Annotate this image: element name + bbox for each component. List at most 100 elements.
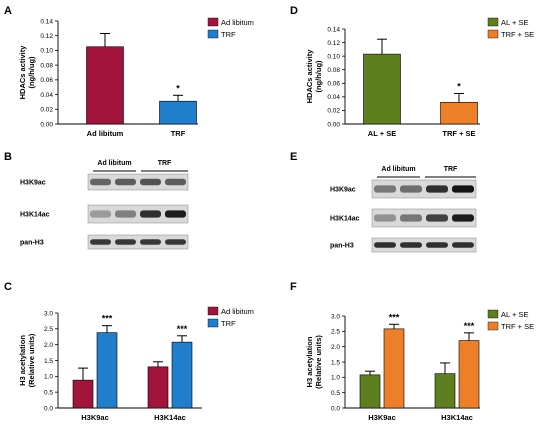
- y-axis-label: H3 acetylation: [18, 335, 27, 386]
- y-axis-label: (ng/h/ug): [314, 60, 323, 93]
- blot-strip: [87, 204, 189, 224]
- y-tick-label: 1.0: [44, 374, 53, 381]
- chart-panel-a: 0.00 0.02 0.04 0.06 0.08 0.10 0.12 0.14 HDACs ac…: [18, 17, 254, 138]
- blot-band: [374, 242, 396, 248]
- y-axis-label: (Relative units): [27, 333, 36, 387]
- legend-entry: AL + SE: [501, 310, 528, 319]
- bar: [159, 100, 197, 125]
- y-tick-label: 2.5: [44, 326, 53, 333]
- y-axis-label: (Relative units): [314, 335, 323, 389]
- blot-strip: [371, 179, 477, 199]
- blot-band: [400, 214, 422, 222]
- y-tick-label: 0.02: [40, 107, 53, 114]
- chart-panel-f: 0.0 0.5 1.0 1.5 2.0 2.5 3.0 H3 acetylation (Rela…: [305, 309, 534, 422]
- y-tick-label: 0.10: [327, 53, 340, 60]
- y-tick-label: 0.08: [40, 62, 53, 69]
- blot-group-label: Ad libitum: [97, 160, 131, 167]
- y-tick-label: 0.06: [40, 77, 53, 84]
- legend-entry: Ad libitum: [221, 307, 254, 316]
- western-blot-panel-b: Ad libitum TRF H3K9ac H3K14ac pan-H3: [20, 160, 189, 250]
- blot-band: [90, 239, 111, 245]
- blot-strip: [87, 173, 189, 191]
- blot-group-label: Ad libitum: [381, 166, 415, 173]
- x-category-label: H3K14ac: [154, 413, 186, 422]
- blot-group-label: TRF: [158, 160, 172, 167]
- panel-label-f: F: [290, 281, 297, 293]
- blot-row-label: H3K14ac: [330, 216, 360, 223]
- panel-label-a: A: [4, 5, 12, 17]
- bar: [434, 373, 456, 409]
- bar: [171, 341, 193, 409]
- panel-label-d: D: [290, 5, 298, 17]
- blot-band: [165, 239, 186, 245]
- significance-marker: *: [457, 81, 461, 91]
- panel-label-e: E: [290, 151, 297, 163]
- panel-label-c: C: [4, 281, 12, 293]
- panel-label-b: B: [4, 151, 12, 163]
- legend-entry: TRF: [221, 30, 236, 39]
- blot-row-label: H3K9ac: [20, 180, 46, 187]
- y-tick-label: 1.0: [331, 375, 340, 382]
- legend-entry: TRF + SE: [501, 30, 534, 39]
- legend-entry: TRF: [221, 319, 236, 328]
- y-axis-label: HDACs activity: [18, 45, 27, 100]
- y-tick-label: 0.06: [327, 81, 340, 88]
- blot-band: [115, 239, 136, 245]
- y-axis-label: HDACs activity: [305, 49, 314, 104]
- legend-swatch: [207, 17, 219, 27]
- y-tick-label: 0.00: [40, 121, 53, 128]
- chart-panel-c: 0.0 0.5 1.0 1.5 2.0 2.5 3.0 H3 acetylation (Rela…: [18, 306, 254, 422]
- blot-strip: [87, 234, 189, 250]
- y-axis-label: H3 acetylation: [305, 336, 314, 387]
- blot-band: [140, 210, 161, 218]
- legend-entry: AL + SE: [501, 18, 528, 27]
- bar: [147, 366, 169, 409]
- y-tick-label: 0.14: [40, 18, 53, 25]
- western-blot-panel-e: Ad libitum TRF H3K9ac H3K14ac pan-H3: [330, 166, 477, 253]
- y-tick-label: 0.00: [327, 121, 340, 128]
- blot-band: [140, 239, 161, 245]
- legend-swatch: [487, 17, 499, 27]
- x-category-label: H3K9ac: [368, 413, 396, 422]
- blot-strip: [371, 237, 477, 253]
- blot-band: [400, 185, 422, 193]
- blot-band: [115, 178, 136, 186]
- blot-band: [140, 178, 161, 186]
- blot-band: [452, 242, 474, 248]
- y-axis-label: (ng/h/ug): [27, 56, 36, 89]
- y-tick-label: 3.0: [44, 310, 53, 317]
- significance-marker: ***: [102, 314, 113, 324]
- legend-swatch: [207, 306, 219, 316]
- legend-swatch: [487, 29, 499, 39]
- blot-row-label: pan-H3: [330, 243, 354, 250]
- x-category-label: H3K14ac: [441, 413, 473, 422]
- bar: [363, 53, 401, 125]
- bar: [96, 332, 118, 409]
- legend-entry: Ad libitum: [221, 18, 254, 27]
- y-tick-label: 0.0: [331, 405, 340, 412]
- blot-group-label: TRF: [444, 166, 458, 173]
- significance-marker: ***: [177, 324, 188, 334]
- blot-band: [426, 185, 448, 193]
- y-tick-label: 0.0: [44, 405, 53, 412]
- y-tick-label: 0.5: [331, 390, 340, 397]
- blot-strip: [371, 208, 477, 228]
- y-tick-label: 2.0: [331, 344, 340, 351]
- blot-band: [165, 178, 186, 186]
- x-category-label: Ad libitum: [87, 129, 124, 138]
- y-tick-label: 1.5: [44, 358, 53, 365]
- blot-band: [400, 242, 422, 248]
- x-category-label: TRF: [171, 129, 186, 138]
- significance-marker: ***: [464, 321, 475, 331]
- blot-band: [426, 214, 448, 222]
- y-tick-label: 0.12: [327, 40, 340, 47]
- y-tick-label: 0.5: [44, 389, 53, 396]
- blot-row-label: H3K14ac: [20, 212, 50, 219]
- legend-swatch: [487, 309, 499, 319]
- blot-row-label: H3K9ac: [330, 187, 356, 194]
- chart-panel-d: 0.00 0.02 0.04 0.06 0.08 0.10 0.12 0.14 HDACs ac…: [305, 17, 534, 138]
- blot-row-label: pan-H3: [20, 240, 44, 247]
- bar: [86, 46, 124, 125]
- legend-swatch: [487, 321, 499, 331]
